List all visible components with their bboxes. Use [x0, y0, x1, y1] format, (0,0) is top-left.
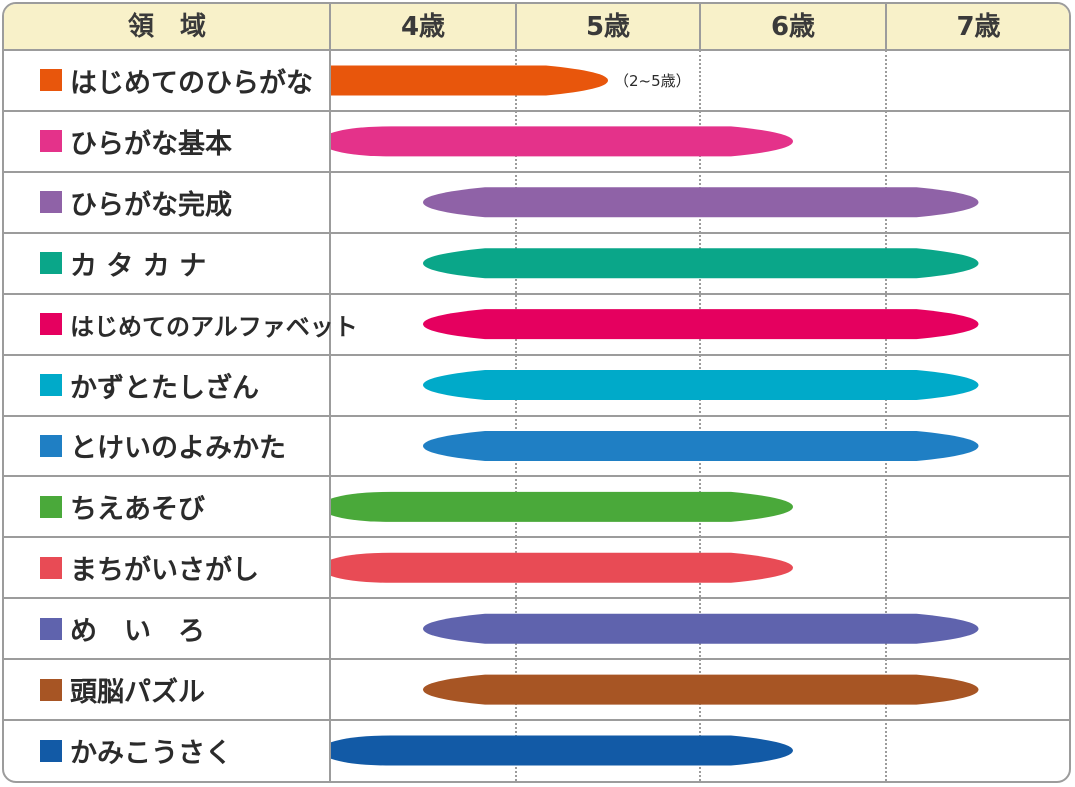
row-label: まちがいさがし [4, 537, 330, 598]
row-label: ひらがな基本 [4, 111, 330, 172]
row-label: 頭脳パズル [4, 659, 330, 720]
row-divider [4, 231, 1069, 234]
age-range-bar [331, 552, 793, 583]
color-swatch [40, 617, 62, 640]
header-column-divider [885, 4, 887, 50]
row-divider [4, 170, 1069, 173]
row-divider [4, 109, 1069, 112]
row-label-text: ひらがな完成 [70, 189, 232, 221]
age-range-bar [423, 187, 979, 218]
row-label-text: め い ろ [70, 616, 205, 648]
color-swatch [40, 69, 62, 92]
header-age-5: 5歳 [585, 12, 631, 42]
row-label-text: ちえあそび [70, 494, 205, 526]
bars-layer [331, 65, 979, 766]
color-swatch [40, 191, 62, 214]
row-label: かみこうさく [4, 720, 330, 781]
age-range-bar [331, 126, 793, 157]
row-label-text: かずとたしざん [70, 372, 259, 404]
row-label: め い ろ [4, 598, 330, 659]
row-divider [4, 292, 1069, 295]
color-swatch [40, 313, 62, 336]
color-swatch [40, 374, 62, 397]
row-divider [4, 597, 1069, 600]
color-swatch [40, 252, 62, 275]
age-gridline [699, 50, 701, 781]
row-divider [4, 536, 1069, 539]
age-gridline [515, 50, 517, 781]
row-divider [4, 414, 1069, 417]
header-age-6: 6歳 [770, 12, 816, 42]
row-label: ひらがな完成 [4, 172, 330, 233]
row-label: カ タ カ ナ [4, 233, 330, 294]
row-divider [4, 353, 1069, 356]
row-divider [4, 475, 1069, 478]
color-swatch [40, 434, 62, 457]
row-divider [4, 658, 1069, 661]
age-range-bar [331, 735, 793, 766]
age-range-bar [423, 674, 979, 705]
row-label-text: カ タ カ ナ [70, 250, 207, 282]
header-category-label: 領 域 [127, 12, 206, 42]
row-label-text: はじめてのアルファベット [70, 312, 358, 341]
age-range-bar [331, 65, 608, 96]
row-divider [4, 49, 1069, 51]
color-swatch [40, 678, 62, 701]
row-label: かずとたしざん [4, 355, 330, 416]
row-label-text: とけいのよみかた [70, 433, 286, 465]
age-range-bar [423, 370, 979, 401]
age-range-note: （2~5歳） [614, 72, 691, 91]
age-range-bar [423, 309, 979, 340]
row-label: はじめてのアルファベット [4, 294, 358, 355]
color-swatch [40, 556, 62, 579]
row-divider [4, 719, 1069, 722]
row-label: ちえあそび [4, 476, 330, 537]
age-range-bar [423, 613, 979, 644]
color-swatch [40, 130, 62, 153]
age-range-bar [423, 430, 979, 461]
row-label-text: まちがいさがし [70, 555, 259, 587]
header-age-4: 4歳 [400, 12, 446, 42]
header-column-divider [515, 4, 517, 50]
age-range-bar [423, 248, 979, 279]
row-label-text: 頭脳パズル [70, 677, 205, 709]
row-label-text: はじめてのひらがな [70, 67, 313, 99]
age-gridline [885, 50, 887, 781]
color-swatch [40, 495, 62, 518]
row-label-text: ひらがな基本 [70, 128, 232, 160]
header-age-7: 7歳 [956, 12, 1001, 42]
row-label: はじめてのひらがな [4, 50, 330, 111]
row-label-text: かみこうさく [70, 738, 232, 770]
header-column-divider [699, 4, 701, 50]
header-row [4, 4, 1069, 50]
age-range-bar [331, 491, 793, 522]
row-label: とけいのよみかた [4, 416, 330, 477]
color-swatch [40, 739, 62, 762]
label-column-divider [329, 4, 331, 781]
